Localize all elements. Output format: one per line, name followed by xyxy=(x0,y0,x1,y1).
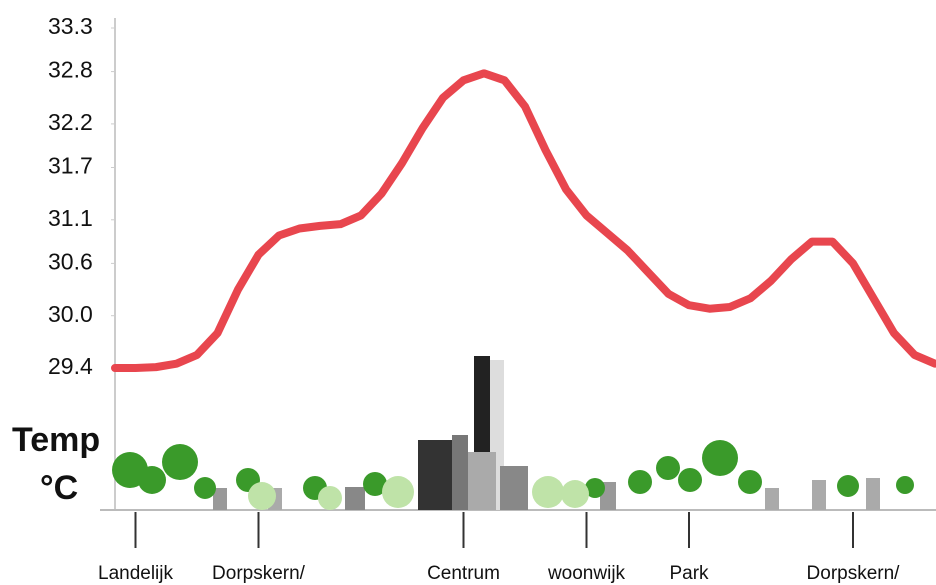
x-tick-label: woonwijk xyxy=(547,563,626,584)
x-tick-label: Dorpskern/ xyxy=(212,563,306,584)
y-unit: °C xyxy=(40,469,78,507)
temperature-line xyxy=(111,69,936,372)
y-tick-label: 33.3 xyxy=(48,13,93,39)
y-tick-label: 30.6 xyxy=(48,248,93,274)
x-tick-label: Landelijk xyxy=(98,563,173,584)
y-tick-label: 32.2 xyxy=(48,109,93,135)
x-tick-label: Centrum xyxy=(427,563,500,584)
scenery xyxy=(112,356,914,510)
x-tick-label: Park xyxy=(669,563,709,584)
x-tick-label: Dorpskern/ xyxy=(807,563,901,584)
y-tick-label: 31.1 xyxy=(48,205,93,231)
y-tick-label: 30.0 xyxy=(48,301,93,327)
y-label: Temp xyxy=(12,421,100,459)
y-tick-label: 31.7 xyxy=(48,153,93,179)
y-tick-label: 29.4 xyxy=(48,353,93,379)
y-tick-label: 32.8 xyxy=(48,57,93,83)
